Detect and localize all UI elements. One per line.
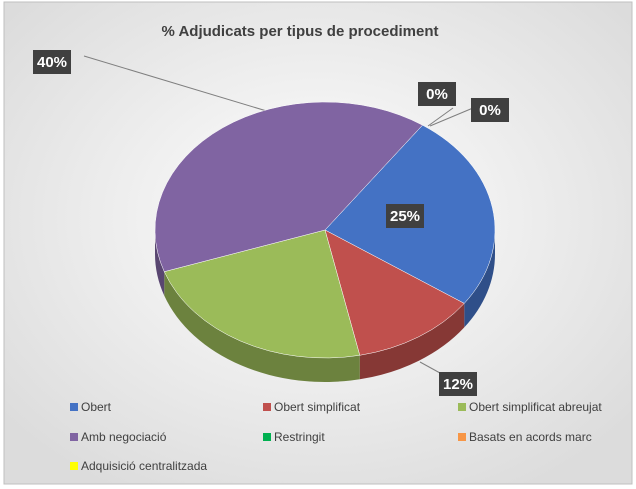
pie-side [359,303,465,380]
data-label-box [386,204,424,228]
data-label: 25% [390,208,420,225]
data-labels: 25% 12% 40% 0% 0% [33,50,509,396]
legend-swatch [70,462,78,470]
data-label: 12% [443,376,473,393]
leader-line [83,55,271,113]
leader-line [427,107,454,127]
data-label: 40% [37,54,67,71]
legend: Obert Obert simplificat Obert simplificat … [70,400,602,473]
legend-label: Restringit [274,430,325,444]
data-label: 0% [426,86,448,103]
pie-side [464,230,495,328]
legend-swatch [70,433,78,441]
data-label: 0% [479,102,501,119]
pie-side [155,230,165,296]
legend-swatch [263,403,271,411]
leader-lines [83,55,474,374]
pie-slice [163,229,361,359]
legend-label: Adquisició centralitzada [81,459,207,473]
legend-label: Basats en acords marc [469,430,592,444]
pie-slice [324,229,465,356]
leader-line [429,107,474,127]
legend-swatch [70,403,78,411]
legend-label: Obert simplificat abreujat [469,400,602,414]
pie-slice [154,101,423,272]
legend-label: Obert [81,400,112,414]
data-label-box [439,372,477,396]
chart-title: % Adjudicats per tipus de procediment [162,23,439,40]
pie [154,101,496,382]
data-label-box [471,98,509,122]
legend-swatch [458,433,466,441]
legend-label: Amb negociació [81,430,167,444]
legend-label: Obert simplificat [274,400,361,414]
data-label-box [33,50,71,74]
leader-line [419,361,441,374]
legend-swatch [263,433,271,441]
pie-side [164,271,360,382]
legend-swatch [458,403,466,411]
data-label-box [418,82,456,106]
